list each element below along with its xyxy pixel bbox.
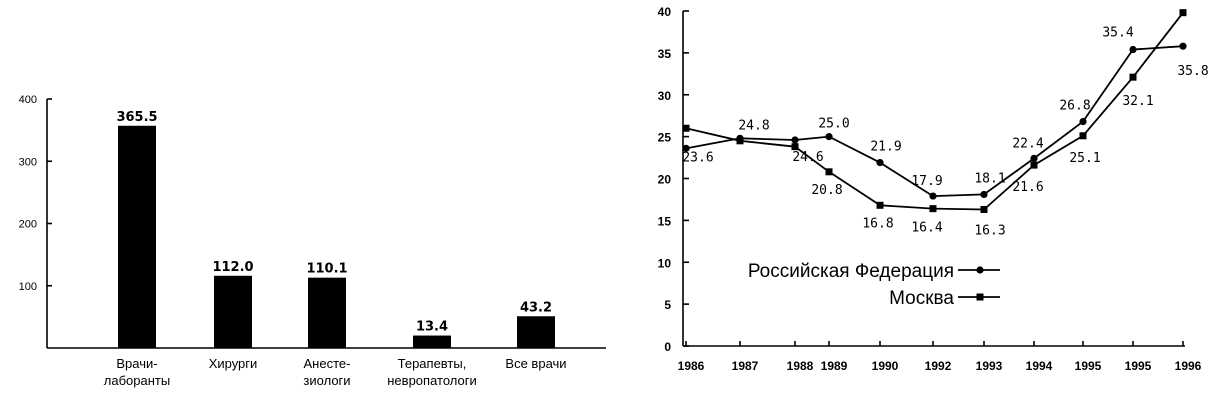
category-label: лаборанты xyxy=(104,373,170,388)
bar xyxy=(214,275,252,348)
data-label: 24.6 xyxy=(792,150,823,165)
y-tick-label: 25 xyxy=(658,131,672,145)
data-point xyxy=(980,190,988,199)
data-label: 21.6 xyxy=(1012,180,1043,195)
y-tick-label: 200 xyxy=(19,219,37,231)
x-tick-label: 1992 xyxy=(925,359,952,373)
data-point xyxy=(1129,45,1137,54)
bar-value-label: 112.0 xyxy=(212,260,253,275)
y-tick-label: 300 xyxy=(19,156,37,168)
category-label: невропатологи xyxy=(387,373,476,388)
data-label: 23.6 xyxy=(682,150,713,165)
bar xyxy=(308,277,346,348)
data-point xyxy=(682,124,690,132)
x-tick-label: 1993 xyxy=(976,359,1003,373)
data-point xyxy=(929,192,937,200)
bar-value-label: 110.1 xyxy=(306,262,347,277)
y-tick-label: 100 xyxy=(19,281,37,293)
y-tick-label: 0 xyxy=(664,340,671,354)
y-tick-label: 30 xyxy=(658,89,672,103)
data-point xyxy=(1179,9,1187,17)
data-point xyxy=(736,137,744,145)
y-tick-label: 5 xyxy=(664,298,671,312)
data-point xyxy=(791,143,799,151)
data-label: 22.4 xyxy=(1012,136,1043,151)
bar xyxy=(413,335,451,348)
data-point xyxy=(1129,73,1137,81)
data-point xyxy=(1079,117,1087,126)
bar-value-label: 13.4 xyxy=(416,320,448,335)
line-chart: 0 5 10 15 20 25 30 35 40 1986 1987 1988 1989 1990 1992… xyxy=(658,5,1209,373)
y-tick-label: 20 xyxy=(658,173,672,187)
data-point xyxy=(682,144,690,152)
x-tick-label: 1986 xyxy=(678,359,705,373)
legend-label: Москва xyxy=(889,288,954,309)
y-tick-label: 400 xyxy=(19,94,37,106)
data-label: 26.8 xyxy=(1059,99,1090,114)
bar-value-label: 43.2 xyxy=(520,300,552,315)
category-label: Все врачи xyxy=(505,356,566,371)
data-label: 25.1 xyxy=(1069,151,1100,166)
x-tick-label: 1987 xyxy=(732,359,759,373)
bar xyxy=(118,125,156,348)
data-label: 21.9 xyxy=(870,140,901,155)
category-label: Терапевты, xyxy=(398,356,467,371)
x-tick-label: 1994 xyxy=(1026,359,1053,373)
data-point xyxy=(1079,132,1087,140)
data-label: 16.8 xyxy=(862,216,893,231)
data-point xyxy=(929,205,937,213)
data-label: 16.4 xyxy=(911,221,942,236)
data-point xyxy=(876,201,884,209)
data-label: 17.9 xyxy=(911,174,942,189)
legend-marker xyxy=(976,266,984,274)
legend-marker xyxy=(976,293,984,301)
data-point xyxy=(825,133,833,141)
data-point xyxy=(1030,154,1038,162)
y-tick-label: 10 xyxy=(658,256,672,270)
data-label: 18.1 xyxy=(974,171,1005,186)
category-label: Врачи- xyxy=(116,356,157,371)
bar-value-label: 365.5 xyxy=(116,110,157,125)
legend-label: Российская Федерация xyxy=(748,261,954,282)
y-tick-label: 15 xyxy=(658,214,672,228)
data-label: 16.3 xyxy=(974,223,1005,238)
data-point xyxy=(980,205,988,213)
x-tick-label: 1996 xyxy=(1175,359,1202,373)
data-label: 20.8 xyxy=(811,183,842,198)
data-label: 35.8 xyxy=(1177,64,1208,79)
bar-chart: 400 300 200 100 365.5 Врачи-лаборанты 112.0 Хир… xyxy=(19,94,606,388)
data-point xyxy=(876,158,884,167)
x-tick-label: 1989 xyxy=(821,359,848,373)
bar xyxy=(517,316,555,348)
category-label: зиологи xyxy=(303,373,350,388)
data-point xyxy=(1030,161,1038,169)
category-label: Хирурги xyxy=(209,356,258,371)
y-tick-label: 35 xyxy=(658,47,672,61)
data-label: 25.0 xyxy=(818,117,849,132)
data-point xyxy=(791,136,799,144)
data-label: 32.1 xyxy=(1122,94,1153,109)
data-label: 24.8 xyxy=(738,118,769,133)
y-tick-label: 40 xyxy=(658,5,672,19)
category-label: Анесте- xyxy=(304,356,351,371)
x-tick-label: 1990 xyxy=(872,359,899,373)
x-tick-label: 1995 xyxy=(1125,359,1152,373)
data-point xyxy=(1179,42,1187,50)
x-tick-label: 1988 xyxy=(787,359,814,373)
x-tick-label: 1995 xyxy=(1075,359,1102,373)
data-label: 35.4 xyxy=(1102,26,1133,41)
data-point xyxy=(825,168,833,176)
